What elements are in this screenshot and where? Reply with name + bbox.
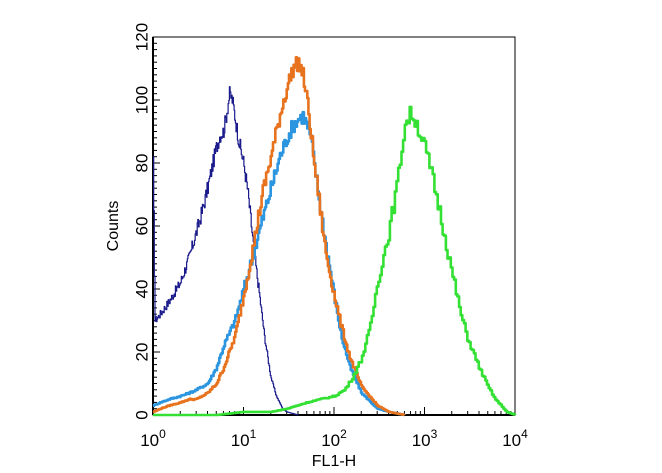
x-tick-label: 103 bbox=[412, 427, 438, 450]
x-tick-label: 100 bbox=[140, 427, 166, 450]
x-ticks: 100 101 102 103 104 bbox=[140, 407, 528, 450]
series-line-4 bbox=[153, 105, 517, 417]
series-group bbox=[152, 56, 517, 417]
y-tick-label: 80 bbox=[133, 154, 152, 173]
y-axis-label: Counts bbox=[105, 201, 122, 252]
y-tick-label: 0 bbox=[133, 410, 152, 419]
x-axis-label: FL1-H bbox=[312, 453, 356, 470]
y-tick-label: 120 bbox=[133, 23, 152, 51]
x-tick-label: 104 bbox=[502, 427, 528, 450]
series-line-1 bbox=[153, 86, 299, 416]
series-line-3 bbox=[152, 56, 406, 417]
y-tick-label: 100 bbox=[133, 86, 152, 114]
y-tick-label: 20 bbox=[133, 343, 152, 362]
x-tick-label: 102 bbox=[321, 427, 347, 450]
y-tick-label: 40 bbox=[133, 280, 152, 299]
y-ticks: 0 20 40 60 80 100 120 bbox=[133, 23, 160, 420]
x-tick-label: 101 bbox=[231, 427, 257, 450]
y-tick-label: 60 bbox=[133, 217, 152, 236]
plot-frame bbox=[152, 36, 516, 416]
series-line-2 bbox=[152, 110, 406, 417]
